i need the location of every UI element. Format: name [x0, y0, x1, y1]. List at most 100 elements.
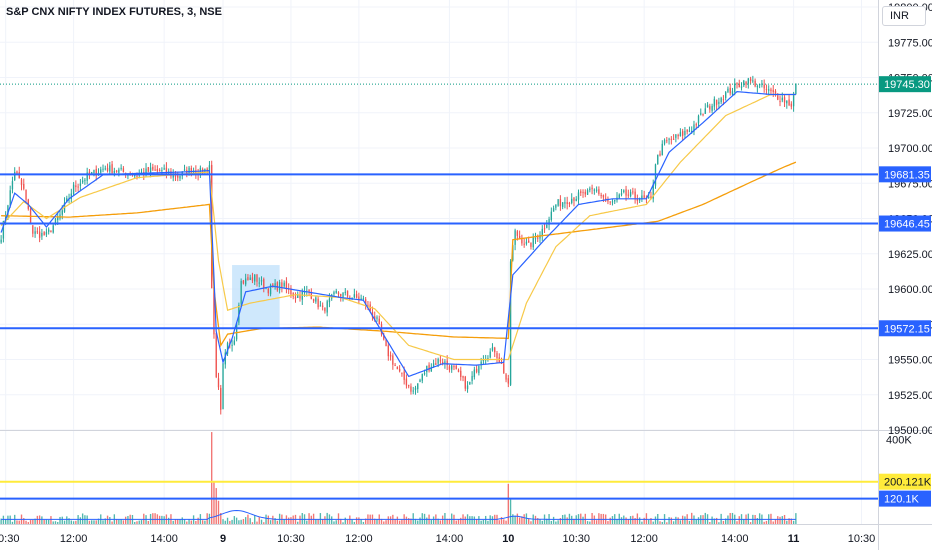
volume-bar [54, 521, 57, 524]
volume-bar [70, 520, 73, 524]
candle-body [120, 167, 122, 169]
candle-body [48, 229, 50, 232]
candle-body [509, 261, 512, 385]
candle-body [700, 113, 702, 115]
volume-bar [491, 516, 494, 524]
volume-bar [27, 522, 29, 524]
candle-body [179, 175, 181, 179]
volume-bar [183, 519, 186, 524]
candle-body [571, 198, 573, 203]
candle-body [496, 353, 498, 359]
volume-bar [408, 518, 410, 524]
candle-body [543, 228, 546, 230]
highlight-box [232, 265, 280, 329]
candle-body [16, 171, 18, 174]
candle-body [675, 134, 677, 138]
volume-bar [709, 522, 711, 524]
volume-bar [138, 520, 140, 524]
candle-body [417, 383, 419, 390]
volume-bar [317, 519, 319, 524]
volume-bar [625, 517, 627, 524]
candle-body [118, 169, 120, 173]
volume-bar [555, 521, 557, 524]
candle-body [743, 80, 745, 86]
volume-bar [557, 520, 559, 524]
candle-body [23, 183, 25, 189]
candle-body [186, 170, 188, 175]
candle-body [629, 192, 632, 197]
candle-body [568, 202, 571, 204]
candle-body [487, 358, 489, 360]
volume-bar [792, 520, 795, 524]
candle-body [242, 280, 245, 284]
volume-bar [661, 521, 663, 524]
currency-selector[interactable]: INR [882, 6, 926, 26]
volume-bar [777, 516, 779, 524]
volume-bar [691, 512, 693, 524]
candle-body [369, 304, 371, 312]
volume-bar [537, 518, 539, 524]
volume-bar [756, 518, 759, 524]
time-tick-label: 14:00 [721, 533, 749, 545]
volume-bar [4, 519, 7, 524]
candle-body [779, 101, 781, 103]
volume-bar [487, 520, 489, 524]
volume-bar [124, 516, 127, 524]
price-tick-label: 19550.00 [888, 355, 932, 367]
volume-line-label-bg [879, 490, 931, 507]
candle-body [471, 375, 473, 381]
volume-bar [11, 521, 14, 524]
candle-body [190, 168, 193, 173]
candle-body [541, 228, 543, 236]
volume-bar [34, 518, 36, 524]
candle-body [41, 232, 43, 237]
candle-body [747, 78, 749, 84]
candle-body [795, 83, 797, 95]
candle-body [421, 373, 423, 381]
volume-bar [258, 516, 260, 524]
volume-bar [507, 483, 509, 524]
candle-body [278, 282, 281, 291]
volume-bar [244, 517, 247, 524]
candle-body [734, 83, 736, 92]
candle-body [582, 192, 584, 194]
candle-body [494, 347, 496, 353]
candle-body [328, 298, 331, 303]
volume-bar [269, 520, 272, 524]
candle-body [383, 335, 385, 340]
volume-bar [460, 517, 462, 524]
candle-body [684, 130, 686, 136]
volume-bar [111, 521, 113, 524]
candle-body [611, 201, 614, 203]
candle-body [102, 168, 104, 170]
volume-bar [376, 519, 378, 524]
candle-body [561, 202, 564, 207]
price-tick-label: 19625.00 [888, 249, 932, 261]
candle-body [215, 333, 217, 378]
candle-body [88, 171, 91, 175]
candle-body [688, 130, 691, 132]
volume-bar [59, 516, 61, 524]
candle-body [657, 154, 659, 165]
candle-body [392, 355, 394, 365]
volume-bar [591, 512, 593, 524]
candle-body [374, 316, 376, 320]
volume-bar [351, 519, 353, 524]
volume-bar [174, 519, 177, 524]
candle-body [11, 181, 14, 190]
candle-body [283, 282, 285, 287]
volume-bar [546, 518, 548, 524]
candle-body [686, 129, 688, 132]
volume-bar [23, 518, 25, 524]
volume-bar [772, 521, 774, 524]
volume-bar [573, 518, 575, 524]
candle-body [43, 232, 45, 236]
candle-body [711, 105, 713, 111]
candle-body [670, 138, 673, 140]
candle-body [342, 292, 344, 298]
volume-bar [290, 517, 292, 524]
volume-bar [464, 516, 466, 524]
candle-body [448, 366, 451, 370]
